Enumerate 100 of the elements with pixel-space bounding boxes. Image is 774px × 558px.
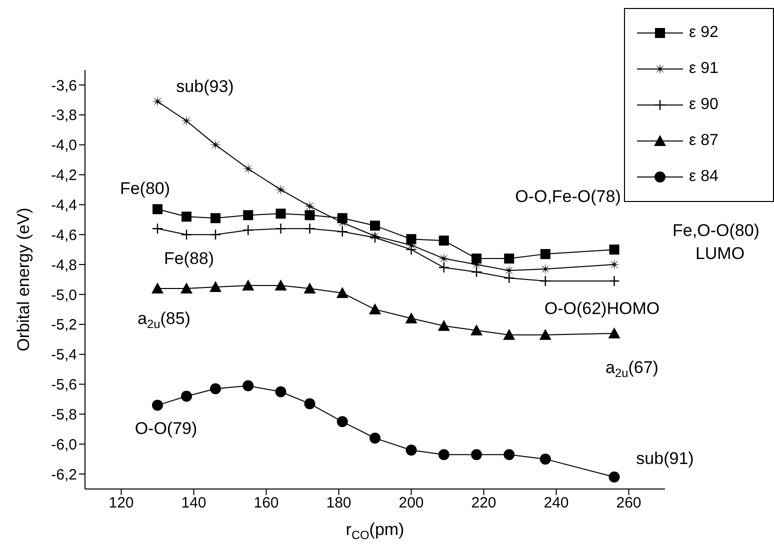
point: [180, 282, 192, 294]
y-tick-label: -4,8: [51, 256, 77, 274]
point: [275, 386, 286, 398]
point: [472, 254, 482, 264]
legend-label: ε 84: [689, 168, 718, 186]
legend-label: ε 90: [689, 96, 718, 114]
text: LUMO: [695, 244, 745, 263]
annotation: O-O(79): [134, 418, 198, 438]
legend-label: ε 91: [689, 60, 718, 78]
point: [152, 204, 162, 214]
point: [152, 400, 163, 411]
point: [304, 223, 316, 234]
point: [540, 454, 551, 465]
point: [304, 282, 316, 294]
point: [470, 324, 482, 336]
annotation: Fe(88): [164, 248, 214, 268]
y-tick-label: -3,8: [51, 107, 77, 124]
x-axis-title: r$_{CO}$(pm): [346, 520, 404, 542]
y-tick-label: -6,2: [51, 466, 77, 484]
legend-label: ε 92: [689, 24, 718, 42]
point: [180, 229, 192, 240]
y-tick-label: -5,4: [51, 346, 77, 364]
x-tick-label: 260: [616, 494, 642, 512]
point: [274, 184, 287, 196]
point: [503, 328, 516, 340]
point: [608, 472, 620, 483]
point: [242, 380, 254, 392]
x-tick-label: 140: [181, 494, 206, 512]
annotation: sub(93): [176, 76, 234, 96]
point: [369, 303, 381, 314]
point: [539, 263, 552, 276]
text: Fe,O-O(80): [672, 220, 760, 240]
point: [438, 262, 450, 274]
point: [540, 249, 550, 260]
annotation: a$_{2u}$(67): [606, 358, 658, 380]
x-tick-label: 240: [544, 494, 569, 512]
y-tick-label: -5,6: [51, 376, 77, 394]
x-tick-label: 160: [254, 494, 279, 512]
point: [504, 272, 515, 284]
point: [152, 95, 164, 108]
y-tick-label: -4,2: [51, 167, 77, 184]
point: [182, 212, 192, 222]
annotation: sub(91): [636, 448, 694, 468]
legend-label: ε 87: [689, 132, 718, 150]
x-tick-label: 120: [108, 494, 134, 512]
point: [152, 223, 164, 234]
point: [243, 210, 254, 220]
point: [304, 398, 316, 410]
y-tick-label: -5,0: [51, 286, 77, 304]
point: [210, 280, 222, 292]
point: [336, 416, 348, 428]
point: [336, 286, 348, 298]
y-tick-label: -3,6: [51, 77, 77, 94]
point: [438, 449, 450, 460]
point: [242, 224, 254, 236]
point: [608, 327, 620, 338]
annotation: a$_{2u}$(85): [138, 308, 190, 331]
point: [242, 162, 254, 175]
y-tick-label: -6,0: [51, 436, 77, 454]
x-tick-label: 220: [471, 494, 496, 512]
y-tick-label: -4,6: [51, 226, 77, 244]
point: [405, 312, 418, 324]
y-tick-label: -5,2: [51, 316, 77, 334]
point: [608, 275, 620, 287]
point: [274, 279, 287, 290]
annotation: Fe(80): [120, 178, 170, 198]
point: [539, 328, 552, 340]
y-tick-label: -4,4: [51, 197, 77, 214]
annotation: O-O,Fe-O(78): [515, 186, 621, 206]
point: [609, 244, 620, 255]
point: [210, 138, 222, 151]
point: [180, 114, 192, 127]
point: [304, 210, 315, 220]
point: [504, 449, 515, 460]
point: [608, 258, 620, 271]
point: [152, 282, 164, 294]
point: [504, 254, 514, 264]
point: [438, 236, 449, 246]
point: [471, 449, 482, 460]
point: [470, 266, 482, 278]
point: [336, 226, 348, 238]
point: [275, 223, 286, 234]
point: [406, 234, 416, 244]
point: [540, 275, 551, 287]
point: [370, 220, 380, 231]
point: [181, 390, 192, 402]
point: [370, 432, 380, 444]
x-tick-label: 200: [398, 494, 424, 512]
y-axis-title: Orbital energy (eV): [14, 208, 33, 352]
annotation: O-O(62)HOMO: [544, 298, 660, 318]
x-tick-label: 180: [326, 494, 352, 512]
point: [210, 383, 221, 394]
point: [276, 208, 286, 219]
point: [438, 320, 450, 331]
point: [242, 279, 254, 290]
y-tick-label: -5,8: [51, 406, 77, 424]
point: [210, 229, 222, 240]
point: [210, 213, 220, 224]
y-tick-label: -4,0: [51, 137, 77, 154]
point: [406, 444, 417, 456]
